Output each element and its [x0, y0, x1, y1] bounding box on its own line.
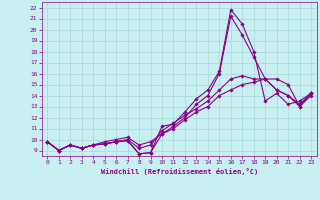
X-axis label: Windchill (Refroidissement éolien,°C): Windchill (Refroidissement éolien,°C)	[100, 168, 258, 175]
